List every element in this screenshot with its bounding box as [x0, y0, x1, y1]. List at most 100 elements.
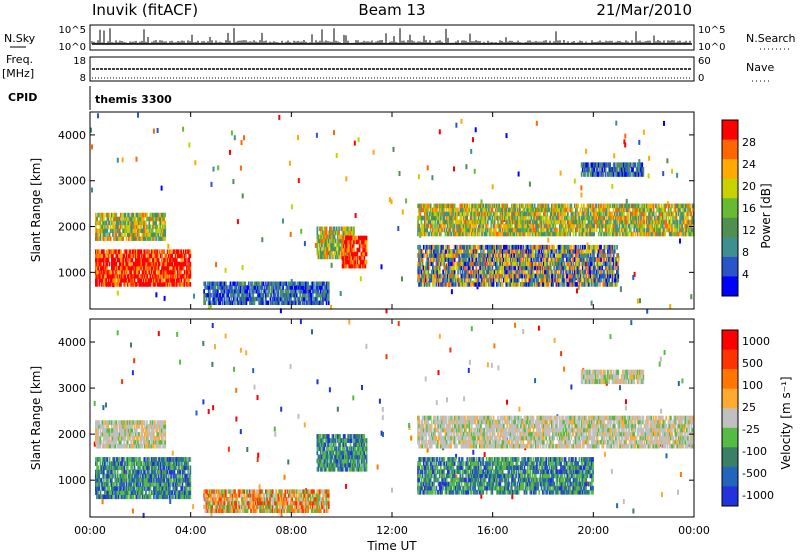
echo-cell	[133, 228, 136, 233]
echo-cell	[620, 227, 623, 233]
echo-cell	[159, 269, 162, 275]
echo-cell	[457, 261, 459, 267]
echo-cell	[252, 289, 255, 294]
echo-cell	[544, 257, 546, 262]
echo-cell	[363, 259, 366, 265]
echo-cell	[521, 231, 523, 237]
echo-cell	[123, 228, 126, 233]
echo-cell	[477, 261, 480, 267]
echo-cell	[322, 300, 324, 305]
echo-cell	[623, 211, 625, 217]
echo-cell	[203, 296, 205, 302]
echo-cell	[555, 257, 558, 262]
echo-cell	[500, 269, 503, 275]
echo-cell	[544, 203, 546, 209]
echo-cell	[154, 249, 156, 255]
echo-cell	[103, 277, 105, 283]
echo-cell	[679, 219, 681, 225]
echo-cell	[330, 242, 332, 248]
echo-cell	[490, 219, 493, 225]
echo-cell	[185, 249, 187, 255]
echo-cell	[243, 289, 245, 294]
echo-cell	[537, 277, 539, 283]
echo-cell	[507, 231, 510, 237]
echo-cell	[150, 212, 153, 218]
echo-cell	[511, 261, 513, 267]
echo-cell	[545, 219, 547, 225]
echo-cell	[593, 211, 595, 217]
echo-cell	[691, 203, 694, 209]
echo-cell	[120, 220, 122, 226]
echo-cell	[346, 230, 348, 236]
echo-cell	[182, 277, 185, 283]
echo-cell	[318, 234, 321, 240]
echo-cell	[139, 265, 142, 271]
echo-cell	[281, 300, 283, 305]
echo-cell	[660, 203, 663, 209]
echo-cell	[556, 244, 559, 250]
echo-cell	[365, 243, 368, 249]
echo-cell	[345, 247, 347, 253]
echo-cell	[535, 244, 537, 250]
echo-cell	[315, 296, 318, 302]
echo-cell	[616, 219, 618, 225]
echo-cell	[95, 257, 97, 263]
echo-cell	[504, 215, 506, 221]
echo-cell	[163, 224, 165, 230]
echo-cell	[519, 223, 521, 229]
echo-cell	[106, 282, 109, 287]
echo-cell	[435, 203, 438, 209]
echo-cell	[453, 265, 456, 271]
echo-cell	[458, 282, 460, 287]
echo-cell	[96, 220, 98, 226]
echo-cell	[334, 238, 337, 244]
echo-cell	[492, 211, 495, 217]
echo-cell	[639, 223, 641, 229]
echo-cell	[136, 269, 138, 275]
echo-cell	[433, 211, 435, 217]
echo-cell	[570, 211, 573, 217]
echo-cell	[569, 231, 571, 237]
echo-cell	[652, 227, 655, 233]
echo-cell	[531, 207, 534, 213]
echo-cell	[486, 207, 489, 213]
echo-cell	[419, 203, 422, 209]
echo-cell	[418, 253, 420, 258]
echo-cell	[633, 223, 636, 229]
echo-cell	[448, 219, 450, 225]
echo-cell	[508, 211, 511, 217]
echo-cell	[172, 257, 175, 263]
echo-cell	[355, 251, 358, 257]
echo-cell	[682, 227, 685, 233]
echo-cell	[486, 223, 489, 229]
echo-cell	[628, 223, 631, 229]
echo-cell	[452, 227, 455, 233]
echo-cell	[615, 215, 617, 221]
echo-cell	[584, 219, 586, 225]
echo-cell	[576, 223, 578, 229]
echo-cell	[213, 281, 216, 286]
echo-cell	[633, 215, 636, 221]
echo-cell	[101, 228, 104, 233]
echo-cell	[290, 300, 292, 305]
echo-cell	[482, 203, 485, 209]
echo-cell	[511, 269, 513, 275]
echo-cell	[667, 207, 670, 213]
echo-cell	[114, 282, 117, 287]
echo-cell	[153, 257, 155, 263]
echo-cell	[481, 265, 483, 271]
echo-cell	[338, 230, 340, 236]
echo-cell	[104, 236, 106, 241]
echo-cell	[504, 277, 506, 283]
echo-cell	[161, 216, 163, 222]
echo-cell	[460, 282, 463, 287]
echo-cell	[159, 282, 162, 287]
echo-cell	[329, 254, 331, 260]
echo-cell	[576, 207, 578, 213]
echo-cell	[441, 261, 443, 267]
echo-cell	[504, 211, 506, 217]
echo-cell	[586, 211, 589, 217]
echo-cell	[203, 293, 205, 298]
echo-cell	[512, 219, 514, 225]
echo-cell	[492, 231, 495, 237]
